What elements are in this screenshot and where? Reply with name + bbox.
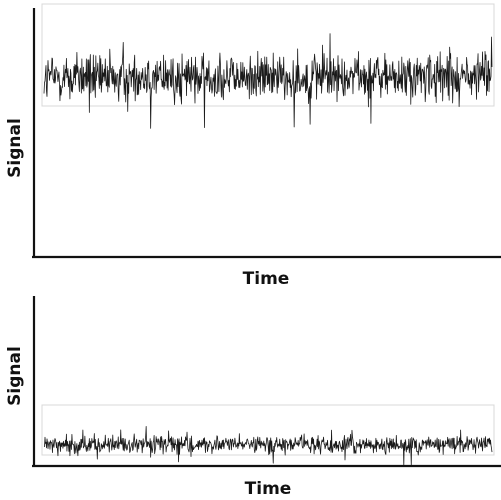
bottom-signal-box <box>41 404 495 456</box>
bottom-x-axis-label: Time <box>245 479 292 499</box>
top-y-axis-label: Signal <box>5 118 25 178</box>
top-signal-box <box>41 3 495 107</box>
bottom-signal-trace <box>43 426 493 466</box>
top-x-axis-label: Time <box>243 269 290 289</box>
bottom-panel: Signal Time <box>5 296 501 499</box>
top-panel: Signal Time <box>5 3 501 289</box>
top-signal-trace <box>43 33 493 129</box>
bottom-y-axis-label: Signal <box>5 346 25 406</box>
